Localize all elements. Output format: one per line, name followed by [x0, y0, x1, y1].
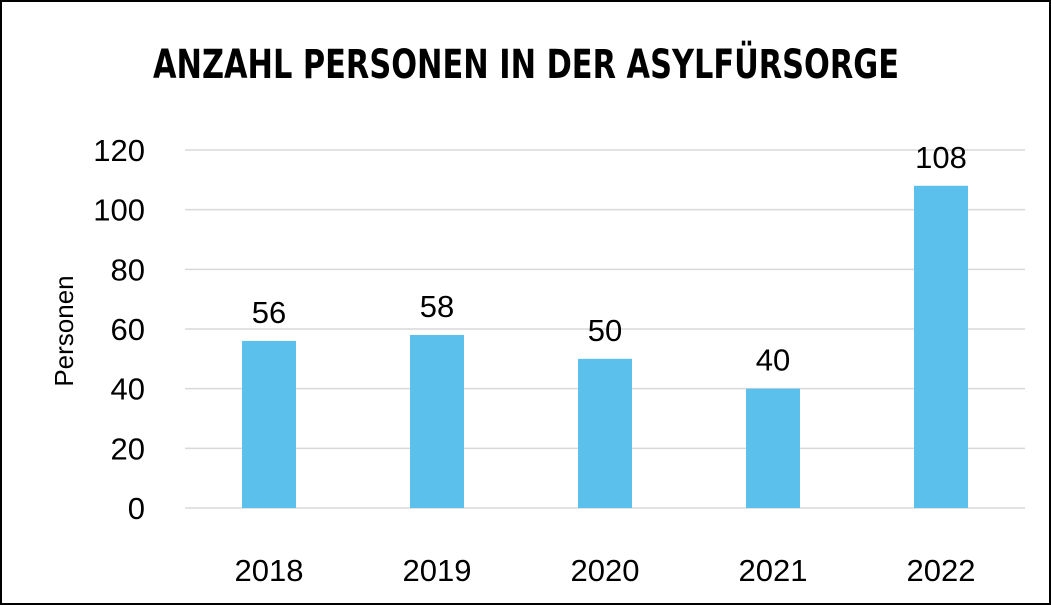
x-tick-label-2021: 2021: [739, 553, 808, 588]
y-tick-label: 40: [111, 372, 145, 407]
data-labels: 56 58 50 40 108: [252, 140, 967, 378]
bar-2019: [410, 334, 464, 508]
data-label-2022: 108: [915, 140, 967, 175]
bar-2021: [746, 388, 800, 508]
bar-2020: [578, 358, 632, 508]
x-axis-ticks: 2018 2019 2020 2021 2022: [235, 553, 976, 588]
x-tick-label-2022: 2022: [907, 553, 976, 588]
x-tick-label-2020: 2020: [571, 553, 640, 588]
data-label-2021: 40: [756, 343, 790, 378]
y-tick-label: 0: [128, 491, 145, 526]
bar-2022: [914, 185, 968, 509]
data-label-2018: 56: [252, 295, 286, 330]
y-tick-label: 80: [111, 252, 145, 287]
chart-title: ANZAHL PERSONEN IN DER ASYLFÜRSORGE: [153, 40, 899, 88]
y-axis-label: Personen: [49, 275, 79, 386]
y-tick-label: 20: [111, 431, 145, 466]
y-tick-label: 60: [111, 312, 145, 347]
bar-2018: [242, 340, 296, 508]
y-tick-label: 120: [93, 133, 145, 168]
y-axis-ticks: 0 20 40 60 80 100 120: [93, 133, 145, 526]
y-tick-label: 100: [93, 193, 145, 228]
x-tick-label-2019: 2019: [403, 553, 472, 588]
data-label-2020: 50: [588, 313, 622, 348]
x-tick-label-2018: 2018: [235, 553, 304, 588]
bars: [242, 185, 968, 509]
data-label-2019: 58: [420, 289, 454, 324]
